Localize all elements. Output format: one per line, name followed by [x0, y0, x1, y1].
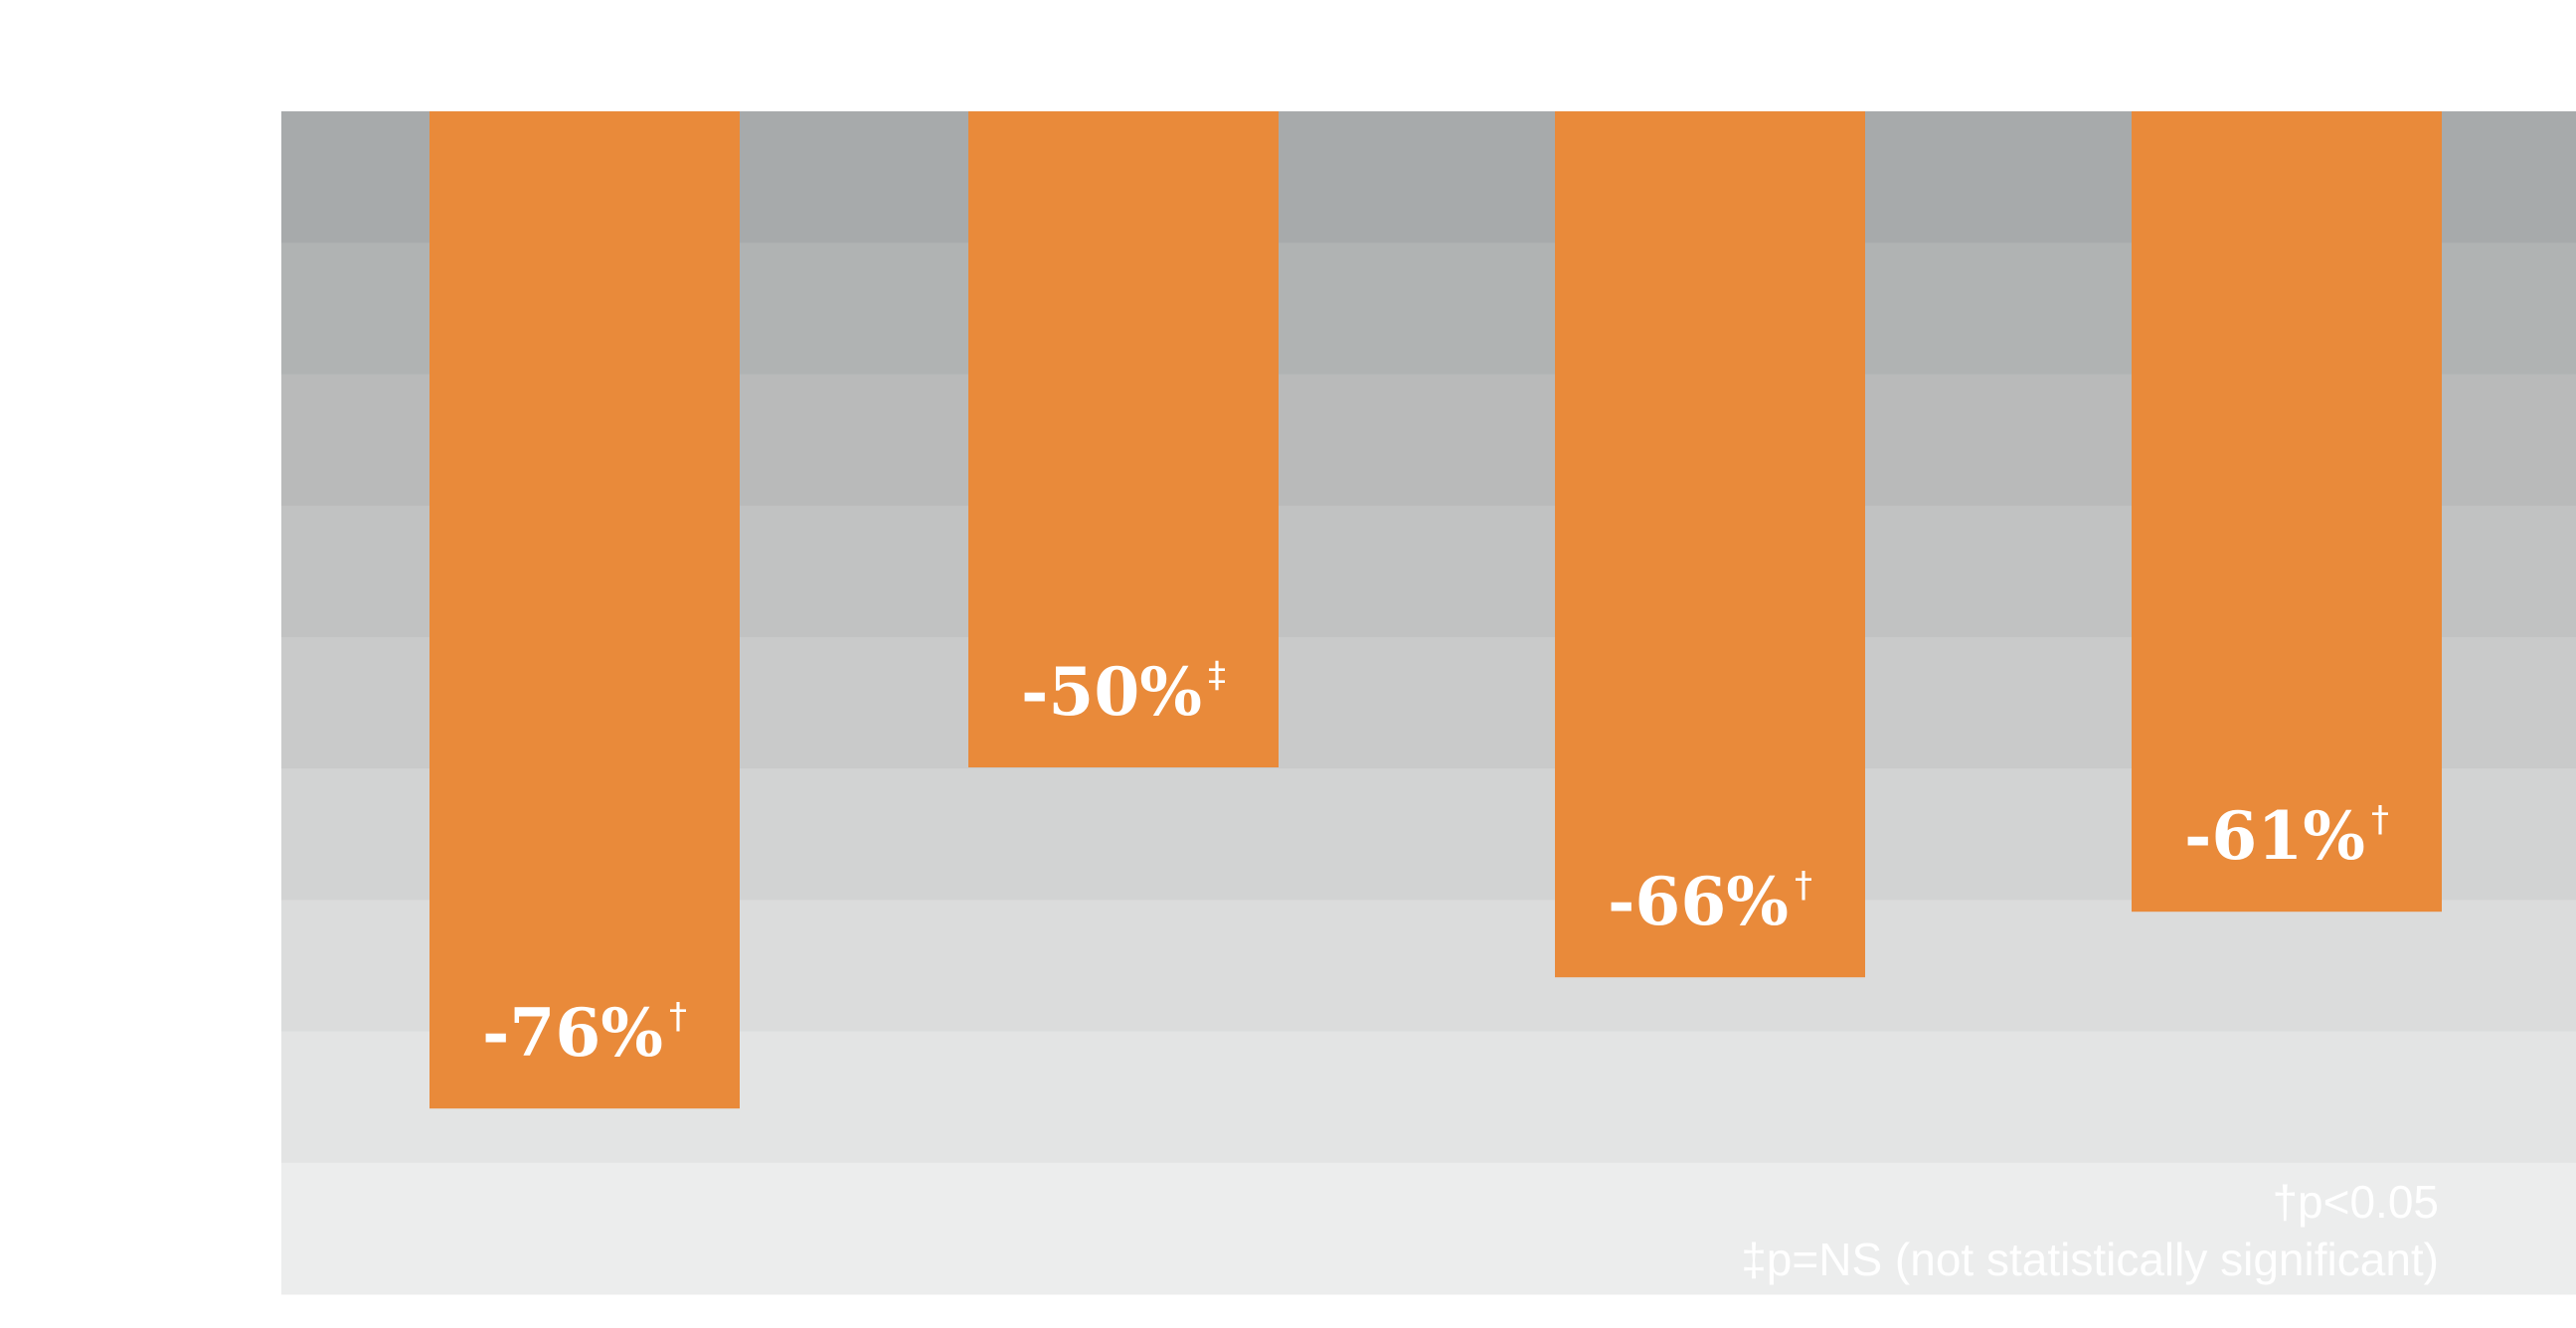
value-labels: -76% †-50% ‡-66% †-61% †: [482, 653, 2389, 1072]
bar: [968, 111, 1279, 767]
significance-mark: †: [2371, 799, 2389, 840]
bars: [429, 111, 2442, 1109]
footnote-not-significant: ‡p=NS (not statistically significant): [1741, 1234, 2439, 1285]
significance-mark: ‡: [1208, 655, 1226, 696]
bar-value-text: -61%: [2184, 797, 2365, 875]
bar-value-label: -76% †: [482, 994, 687, 1072]
footnotes: †p<0.05 ‡p=NS (not statistically signifi…: [1741, 1176, 2439, 1285]
bar: [1555, 111, 1865, 978]
bar: [2132, 111, 2442, 913]
bar-value-text: -50%: [1021, 653, 1202, 731]
bar: [429, 111, 740, 1109]
footnote-significant: †p<0.05: [2272, 1176, 2439, 1228]
significance-mark: †: [669, 996, 687, 1037]
bar-value-label: -61% †: [2184, 797, 2389, 875]
bar-value-text: -66%: [1608, 863, 1789, 940]
significance-mark: †: [1795, 865, 1812, 906]
bar-value-label: -50% ‡: [1021, 653, 1226, 731]
bar-value-text: -76%: [482, 994, 663, 1072]
bar-value-label: -66% †: [1608, 863, 1812, 940]
background-band: [281, 1162, 2576, 1295]
